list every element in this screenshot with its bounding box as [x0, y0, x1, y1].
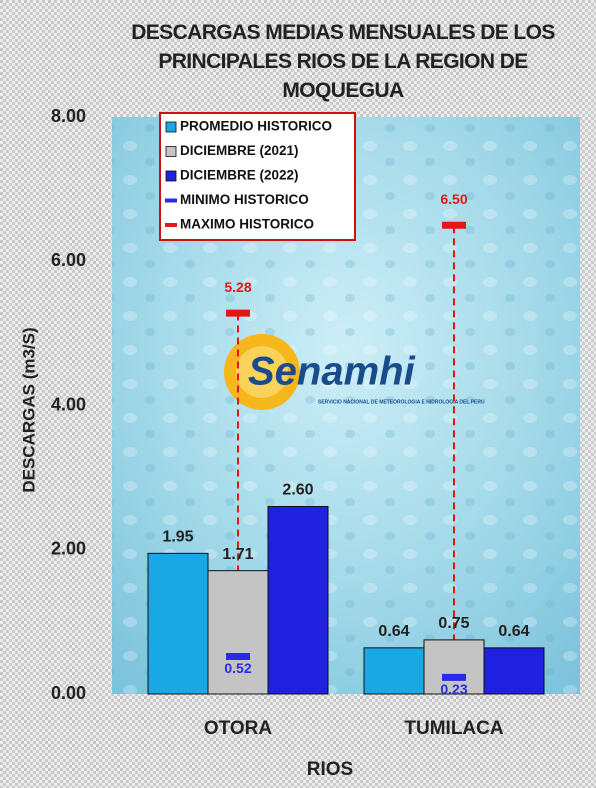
- bar: [267, 505, 329, 695]
- data-label: 0.75: [438, 615, 469, 632]
- y-tick-label: 8.00: [51, 106, 86, 126]
- logo-text: Senamhi: [248, 350, 416, 394]
- data-label: 1.95: [162, 529, 193, 546]
- bar: [423, 639, 485, 695]
- data-label: 1.71: [222, 546, 253, 563]
- legend-label: DICIEMBRE (2022): [180, 168, 299, 183]
- legend-label: MAXIMO HISTORICO: [180, 217, 314, 232]
- y-axis-label: DESCARGAS (m3/S): [19, 327, 38, 492]
- legend-swatch: [165, 170, 177, 182]
- legend-label: MINIMO HISTORICO: [180, 192, 309, 207]
- logo-sun-core: [236, 346, 288, 398]
- data-label: 5.28: [224, 279, 251, 295]
- x-tick-label: TUMILACA: [404, 718, 503, 739]
- bar: [363, 647, 425, 695]
- chart-title: DESCARGAS MEDIAS MENSUALES DE LOS PRINCI…: [131, 21, 555, 102]
- data-label: 6.50: [440, 191, 467, 207]
- legend-box: [159, 112, 356, 241]
- data-label: 0.52: [224, 660, 251, 676]
- y-tick-label: 0.00: [51, 683, 86, 703]
- data-label: 0.23: [440, 681, 467, 697]
- legend-swatch: [165, 146, 177, 157]
- x-axis-label: RIOS: [307, 759, 353, 780]
- logo-subtext: SERVICIO NACIONAL DE METEOROLOGIA E HIDR…: [318, 399, 485, 405]
- legend-swatch: [165, 121, 177, 133]
- bar: [483, 647, 545, 695]
- bar: [147, 552, 209, 695]
- x-tick-label: OTORA: [204, 718, 273, 739]
- y-tick-label: 4.00: [51, 394, 86, 414]
- legend-label: DICIEMBRE (2021): [180, 143, 299, 158]
- bar: [207, 570, 269, 695]
- data-label: 0.64: [378, 623, 409, 640]
- legend: PROMEDIO HISTORICO DICIEMBRE (2021) DICIEM…: [159, 112, 356, 241]
- legend-label: PROMEDIO HISTORICO: [180, 119, 332, 134]
- data-label: 0.64: [498, 623, 529, 640]
- data-label: 2.60: [282, 482, 313, 499]
- y-tick-label: 6.00: [51, 250, 86, 270]
- y-tick-label: 2.00: [51, 539, 86, 559]
- logo: Senamhi SERVICIO NACIONAL DE METEOROLOGI…: [224, 334, 485, 410]
